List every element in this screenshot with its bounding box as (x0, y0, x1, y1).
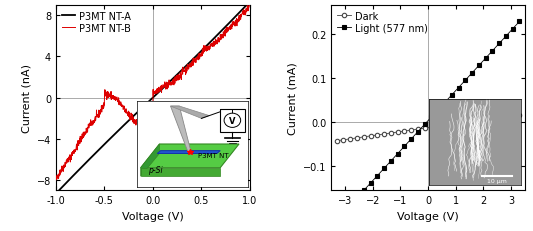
Light (577 nm) (449, 94, 455, 97)
Dark (354, 137, 360, 140)
Light (577 nm) (387, 160, 394, 163)
P3MT NT-A (53, 192, 59, 195)
Legend: P3MT NT-A, P3MT NT-B: P3MT NT-A, P3MT NT-B (61, 11, 132, 34)
P3MT NT-B (53, 179, 59, 182)
Dark (442, 124, 448, 127)
Dark (482, 119, 489, 121)
Light (577 nm) (503, 36, 509, 38)
Light (577 nm) (361, 189, 367, 192)
Dark (469, 120, 475, 123)
Text: (a): (a) (21, 0, 42, 2)
P3MT NT-B (53, 178, 59, 181)
P3MT NT-A (168, 79, 174, 82)
Light (577 nm) (422, 123, 428, 126)
Light (577 nm) (347, 204, 353, 207)
Dark (401, 130, 408, 133)
X-axis label: Voltage (V): Voltage (V) (397, 211, 459, 221)
Light (577 nm) (475, 65, 482, 68)
Light (577 nm) (489, 50, 496, 53)
Dark (429, 126, 435, 129)
P3MT NT-B (246, 1, 253, 4)
Dark (374, 134, 381, 137)
Light (577 nm) (367, 182, 374, 185)
Line: Dark: Dark (335, 113, 522, 143)
P3MT NT-B (247, 3, 253, 6)
Dark (361, 136, 367, 139)
P3MT NT-B (204, 47, 211, 50)
P3MT NT-B (131, 119, 138, 122)
Dark (340, 139, 346, 142)
Dark (408, 129, 414, 132)
Light (577 nm) (469, 72, 475, 75)
P3MT NT-A (146, 100, 152, 103)
Light (577 nm) (394, 153, 401, 155)
Dark (455, 122, 462, 125)
P3MT NT-A (158, 89, 164, 92)
Light (577 nm) (455, 87, 462, 90)
Dark (503, 116, 509, 118)
Dark (496, 117, 503, 119)
Light (577 nm) (462, 79, 469, 82)
Line: P3MT NT-A: P3MT NT-A (56, 3, 250, 194)
P3MT NT-B (207, 45, 214, 48)
Dark (387, 132, 394, 135)
X-axis label: Voltage (V): Voltage (V) (122, 211, 184, 221)
Dark (489, 118, 496, 120)
Dark (347, 138, 353, 141)
Dark (367, 135, 374, 138)
Dark (449, 123, 455, 126)
Light (577 nm) (415, 131, 421, 134)
Light (577 nm) (510, 28, 516, 31)
Dark (381, 133, 387, 136)
Light (577 nm) (482, 58, 489, 60)
Dark (516, 114, 523, 116)
Text: (b): (b) (296, 0, 317, 2)
Y-axis label: Current (nA): Current (nA) (21, 64, 31, 133)
P3MT NT-A (145, 101, 151, 104)
Light (577 nm) (435, 109, 441, 112)
Light (577 nm) (374, 175, 381, 177)
Light (577 nm) (429, 116, 435, 119)
Dark (394, 131, 401, 134)
Light (577 nm) (401, 145, 408, 148)
Dark (510, 115, 516, 117)
P3MT NT-A (242, 6, 248, 9)
Y-axis label: Current (mA): Current (mA) (287, 62, 297, 134)
Dark (462, 121, 469, 124)
Light (577 nm) (334, 218, 340, 221)
Light (577 nm) (516, 21, 523, 24)
Line: P3MT NT-B: P3MT NT-B (56, 3, 250, 180)
Dark (435, 125, 441, 128)
Dark (475, 119, 482, 122)
Light (577 nm) (442, 101, 448, 104)
Light (577 nm) (354, 196, 360, 199)
Light (577 nm) (381, 167, 387, 170)
Legend: Dark, Light (577 nm): Dark, Light (577 nm) (336, 11, 429, 34)
P3MT NT-A (247, 1, 253, 4)
Light (577 nm) (408, 138, 414, 141)
P3MT NT-B (139, 127, 145, 130)
Dark (334, 140, 340, 143)
Line: Light (577 nm): Light (577 nm) (334, 20, 522, 222)
Light (577 nm) (340, 211, 346, 214)
Dark (415, 128, 421, 131)
P3MT NT-A (212, 37, 218, 40)
P3MT NT-B (186, 66, 192, 69)
P3MT NT-B (72, 149, 79, 152)
Dark (422, 127, 428, 130)
Light (577 nm) (496, 43, 503, 46)
